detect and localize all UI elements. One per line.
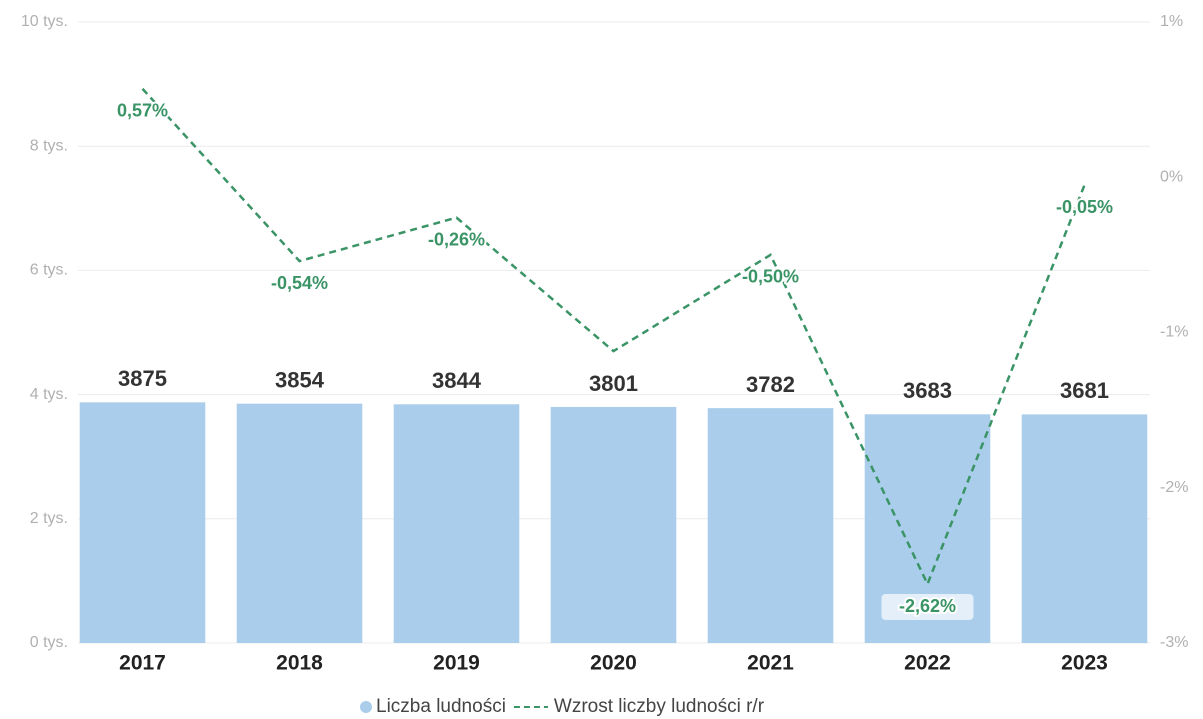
y2-tick-label: 1% bbox=[1160, 13, 1183, 30]
legend-swatch bbox=[360, 701, 372, 713]
legend: Liczba ludności Wzrost liczby ludności r/… bbox=[360, 696, 765, 717]
x-tick-label: 2020 bbox=[590, 652, 637, 675]
label-box bbox=[881, 594, 974, 621]
line-value-label: -0,50% bbox=[742, 267, 799, 287]
y2-tick-label: -1% bbox=[1160, 324, 1188, 341]
legend-label: Wzrost liczby ludności r/r bbox=[554, 696, 765, 717]
line-value-label: 0,57% bbox=[117, 101, 168, 121]
bar-value-label: 3875 bbox=[118, 366, 167, 391]
bar bbox=[707, 408, 834, 643]
x-tick-label: 2023 bbox=[1061, 652, 1108, 675]
line-value-label: -0,26% bbox=[428, 229, 485, 249]
line bbox=[141, 87, 1086, 588]
x-tick-label: 2021 bbox=[747, 652, 794, 675]
x-tick-label: 2018 bbox=[276, 652, 323, 675]
legend-label: Liczba ludności bbox=[376, 696, 506, 717]
bar bbox=[1021, 414, 1148, 643]
line-value-label: -2,62% bbox=[899, 596, 956, 616]
y2-tick-label: -2% bbox=[1160, 479, 1188, 496]
bar-value-label: 3844 bbox=[432, 368, 482, 393]
line-value-label: -0,05% bbox=[1056, 197, 1113, 217]
bar-value-label: 3854 bbox=[275, 367, 325, 392]
line-value-label: -0,54% bbox=[271, 273, 328, 293]
bar bbox=[79, 402, 206, 643]
bar bbox=[550, 406, 677, 643]
bar-value-label: 3681 bbox=[1060, 378, 1109, 403]
bar bbox=[393, 404, 520, 643]
bar-value-label: 3782 bbox=[746, 372, 795, 397]
bar-value-label: 3801 bbox=[589, 371, 638, 396]
y-tick-label: 2 tys. bbox=[30, 510, 68, 527]
y2-tick-label: -3% bbox=[1160, 634, 1188, 651]
y-tick-label: 0 tys. bbox=[30, 634, 68, 651]
y2-tick-label: 0% bbox=[1160, 168, 1183, 185]
y-tick-label: 6 tys. bbox=[30, 262, 68, 279]
y-tick-label: 10 tys. bbox=[21, 13, 68, 30]
bar-value-label: 3683 bbox=[903, 378, 952, 403]
x-tick-label: 2019 bbox=[433, 652, 480, 675]
x-tick-label: 2022 bbox=[904, 652, 951, 675]
bar bbox=[236, 403, 363, 643]
y-tick-label: 4 tys. bbox=[30, 386, 68, 403]
y-tick-label: 8 tys. bbox=[30, 137, 68, 154]
x-tick-label: 2017 bbox=[119, 652, 166, 675]
